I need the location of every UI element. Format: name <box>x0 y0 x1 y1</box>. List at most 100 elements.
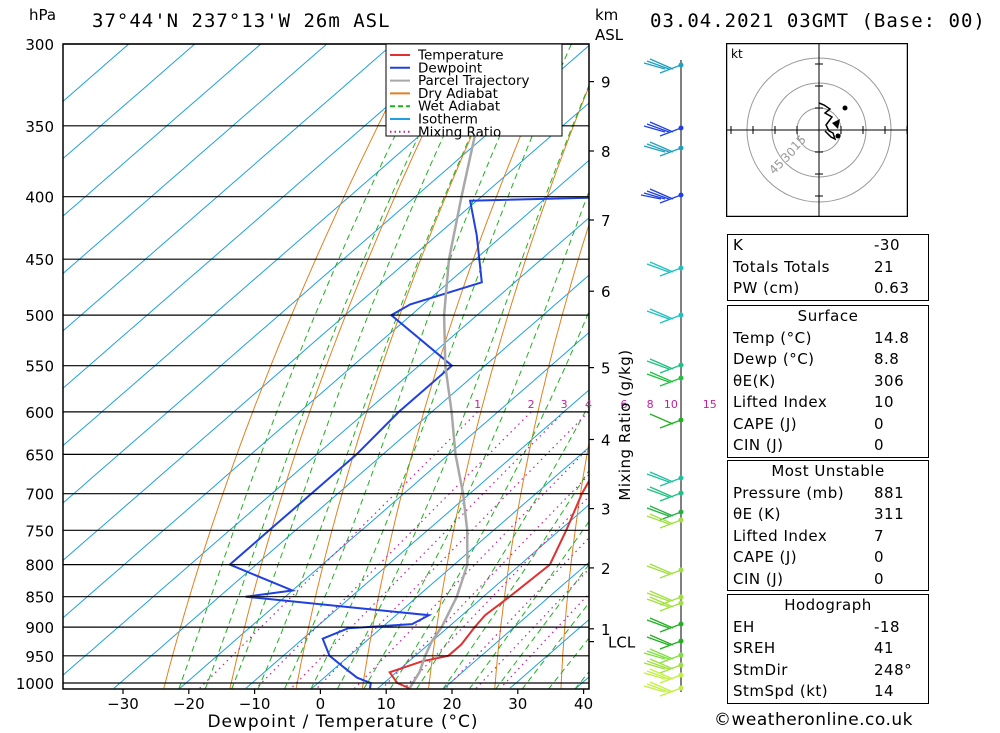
k-index-row: K -30 <box>728 235 928 257</box>
plot-frame <box>62 43 590 690</box>
mixing-ratio-line <box>199 411 479 689</box>
asl-unit-label: ASL <box>595 26 624 44</box>
mixing-ratio-line <box>445 536 589 689</box>
mu-thetae-value: 311 <box>874 505 905 523</box>
surface-cin-value: 0 <box>874 436 885 454</box>
isotherm-line <box>63 159 589 619</box>
dry-adiabat-line <box>937 44 981 688</box>
hodograph-unit: kt <box>731 47 743 61</box>
pressure-tick-label: 1000 <box>16 675 54 693</box>
mu-pressure-label: Pressure (mb) <box>733 483 845 502</box>
isotherm-line <box>311 446 589 689</box>
copyright-link[interactable]: ©weatheronline.co.uk <box>714 710 914 730</box>
surface-cape-value: 0 <box>874 414 885 433</box>
isotherm-line <box>509 618 589 689</box>
legend-label: Parcel Trajectory <box>418 73 530 89</box>
stmdir-value: 248° <box>874 660 913 679</box>
x-tick-label: 30 <box>508 695 527 713</box>
isotherm-line <box>63 44 526 447</box>
surface-panel: Surface Temp (°C) 14.8 Dewp (°C) 8.8 θE(K)… <box>727 305 929 458</box>
km-tick-label: LCL <box>608 634 636 652</box>
hodograph-stats-panel: Hodograph EH -18 SREH 41 StmDir 248° StmSpd… <box>727 594 929 704</box>
km-tick-label: 4 <box>601 432 611 450</box>
wind-barb <box>646 358 684 374</box>
isotherm-line <box>245 389 589 689</box>
mixing-ratio-label: 1 <box>474 398 481 411</box>
mu-pressure-value: 881 <box>874 483 905 502</box>
isotherm-line <box>179 331 589 689</box>
x-tick-label: 40 <box>574 695 593 713</box>
wet-adiabat-line <box>521 602 589 689</box>
km-tick-label: 5 <box>601 360 611 378</box>
stmdir-label: StmDir <box>733 660 788 679</box>
wind-barb <box>643 141 684 157</box>
isotherm-line <box>63 44 328 275</box>
mu-title: Most Unstable <box>771 462 885 480</box>
wind-barb <box>643 58 684 74</box>
km-tick-label: 7 <box>601 212 611 230</box>
pressure-tick-label: 950 <box>25 648 54 666</box>
surface-title: Surface <box>797 307 859 325</box>
surface-li-label: Lifted Index <box>733 393 828 411</box>
x-tick-label: −30 <box>107 695 139 713</box>
km-tick-label: 3 <box>601 501 611 519</box>
x-axis-label: Dewpoint / Temperature (°C) <box>207 712 478 732</box>
x-tick-label: 0 <box>316 695 326 713</box>
wind-barb <box>646 513 684 529</box>
pressure-tick-label: 700 <box>25 486 54 504</box>
mixing-ratio-label: 10 <box>664 398 678 411</box>
wind-barb <box>646 486 684 502</box>
dry-adiabat-line <box>994 44 1000 688</box>
mixing-ratio-label: 15 <box>703 398 717 411</box>
km-tick-label: 6 <box>601 283 611 301</box>
stmspd-value: 14 <box>874 682 895 700</box>
hodograph-trace <box>818 102 837 141</box>
mu-cin-label: CIN (J) <box>733 569 784 588</box>
wind-barb <box>643 121 684 137</box>
mu-cape-label: CAPE (J) <box>733 548 798 566</box>
wet-adiabat-line <box>231 44 488 689</box>
x-tick-label: −20 <box>173 695 205 713</box>
tt-value: 21 <box>874 257 895 276</box>
location-title: 37°44'N 237°13'W 26m ASL <box>92 10 391 32</box>
wind-barb <box>646 590 684 606</box>
mixing-ratio-label: 8 <box>647 398 654 411</box>
legend-label: Isotherm <box>418 112 478 128</box>
wind-barb <box>640 188 684 204</box>
surface-temp-label: Temp (°C) <box>733 328 812 347</box>
surface-li-value: 10 <box>874 393 895 411</box>
mu-cape-value: 0 <box>874 548 885 566</box>
isotherm-line <box>63 44 460 389</box>
pressure-tick-label: 900 <box>25 619 54 637</box>
indices-panel: K -30 Totals Totals 21 PW (cm) 0.63 <box>727 234 929 301</box>
k-value: -30 <box>874 236 900 254</box>
mixing-ratio-line <box>354 446 589 689</box>
k-label: K <box>733 236 744 254</box>
wind-barb <box>643 668 684 684</box>
mixing-ratio-label: 4 <box>585 398 592 411</box>
mu-cin-value: 0 <box>874 569 885 588</box>
isotherm-line <box>63 217 589 676</box>
pressure-tick-label: 500 <box>25 307 54 325</box>
wind-barb <box>646 634 684 650</box>
tt-label: Totals Totals <box>733 257 830 276</box>
wet-adiabat-line <box>442 469 589 689</box>
km-tick-label: 9 <box>601 74 611 92</box>
pw-row: PW (cm) 0.63 <box>728 278 928 300</box>
pressure-tick-label: 650 <box>25 446 54 464</box>
mixing-ratio-line <box>316 411 589 689</box>
legend-label: Dry Adiabat <box>418 86 498 102</box>
pressure-tick-label: 300 <box>25 36 54 54</box>
dry-adiabat-line <box>494 222 589 689</box>
surface-temp-value: 14.8 <box>874 328 910 347</box>
mixing-ratio-line <box>290 411 565 689</box>
wind-barb <box>646 617 684 633</box>
x-tick-label: 10 <box>377 695 396 713</box>
wet-adiabat-line <box>415 403 589 689</box>
hpa-unit-label: hPa <box>29 6 56 24</box>
isotherm-line <box>63 44 394 332</box>
legend-label: Temperature <box>417 48 504 64</box>
